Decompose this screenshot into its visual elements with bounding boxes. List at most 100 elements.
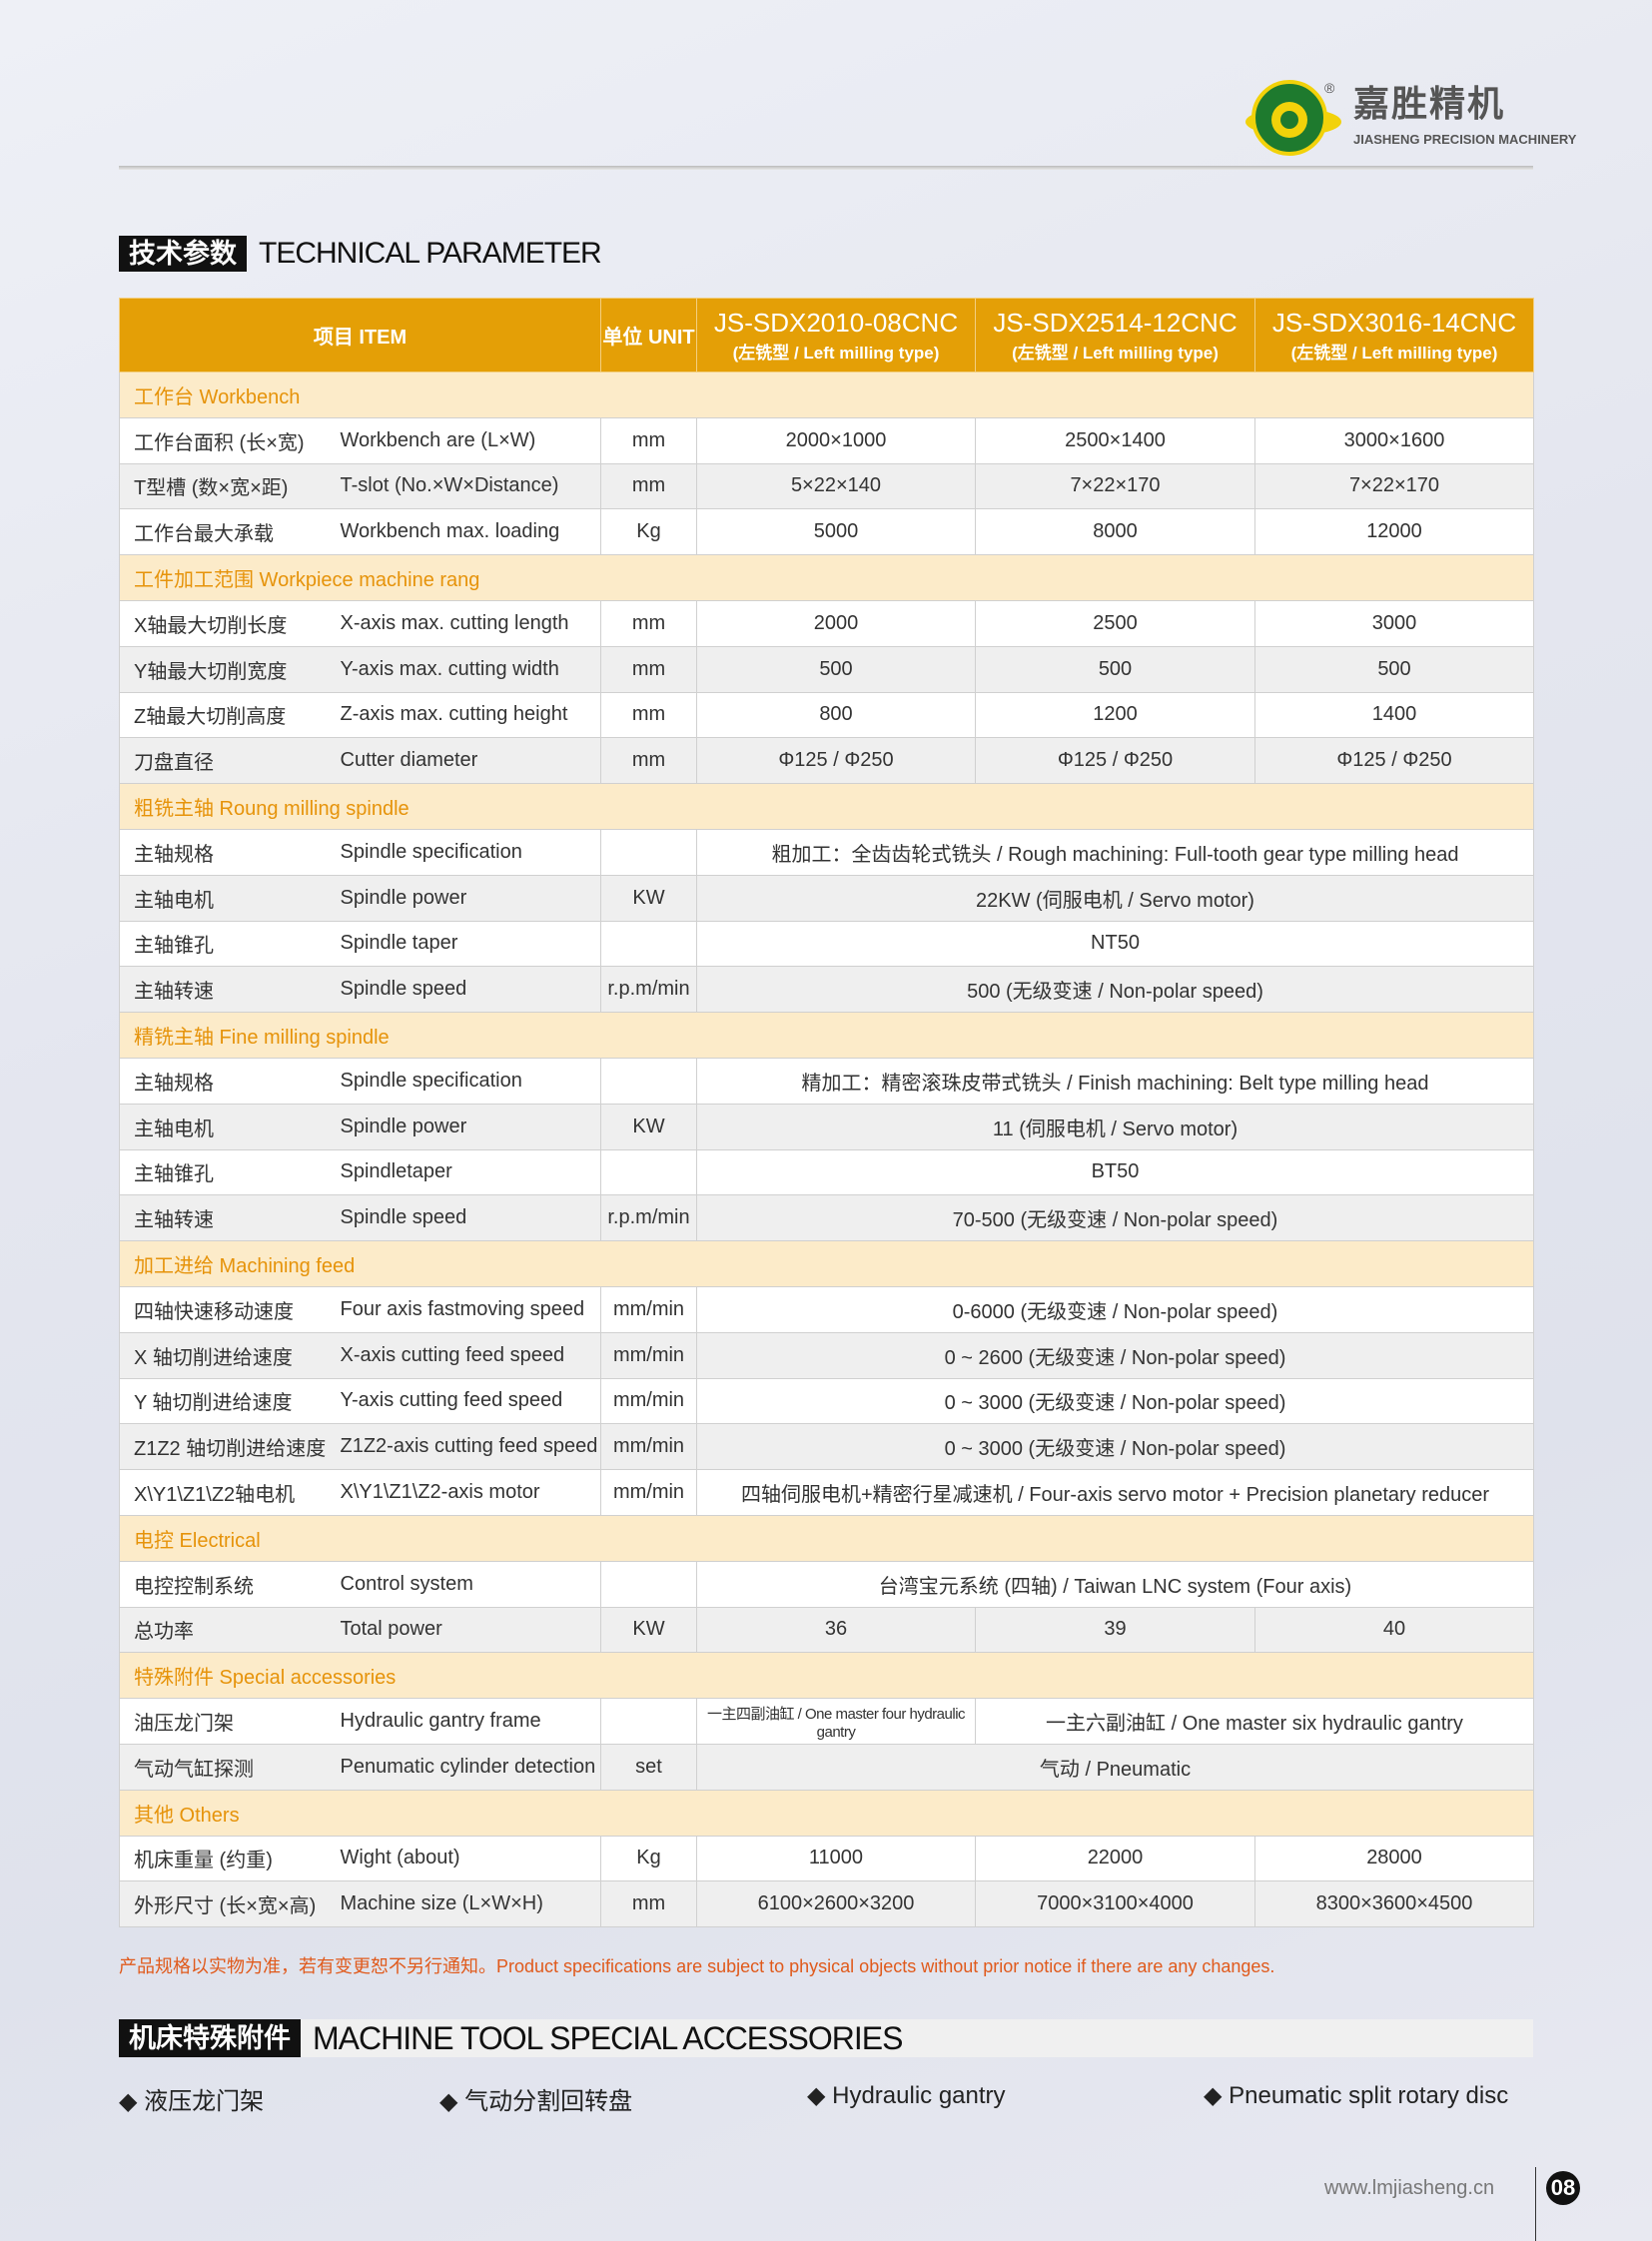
- param-value: 0 ~ 3000 (无级变速 / Non-polar speed): [696, 1423, 1534, 1471]
- param-value: 粗加工：全齿齿轮式铣头 / Rough machining: Full-toot…: [696, 828, 1534, 876]
- param-name-en: Y-axis cutting feed speed: [340, 1377, 601, 1425]
- website-url[interactable]: www.lmjiasheng.cn: [1324, 2177, 1495, 2199]
- param-unit: KW: [600, 874, 697, 922]
- param-value: 2000×1000: [696, 416, 976, 464]
- param-unit: Kg: [600, 1835, 697, 1882]
- table-row: 四轴快速移动速度 Four axis fastmoving speed mm/min…: [119, 1285, 1534, 1333]
- header-divider: [119, 166, 1533, 170]
- table-row: 主轴电机 Spindle power KW 22KW (伺服电机 / Servo mo…: [119, 874, 1534, 922]
- param-name-en: Spindle speed: [340, 1194, 601, 1242]
- param-name-en: Control system: [340, 1560, 601, 1608]
- accessory-item: ◆ Hydraulic gantry: [807, 2082, 1006, 2109]
- param-name-cn: T型槽 (数×宽×距): [119, 462, 341, 510]
- param-value: 1400: [1254, 691, 1534, 739]
- param-value: 800: [696, 691, 976, 739]
- param-value: 一主四副油缸 / One master four hydraulic gantr…: [696, 1698, 976, 1745]
- param-unit: set: [600, 1743, 697, 1791]
- section-row: 特殊附件 Special accessories: [119, 1652, 1534, 1700]
- param-name-cn: X\Y1\Z1\Z2轴电机: [119, 1469, 341, 1516]
- param-value: 5×22×140: [696, 462, 976, 510]
- spec-table: 项目 ITEM 单位 UNIT JS-SDX2010-08CNC (左铣型 / L…: [119, 298, 1534, 1928]
- param-value: 12000: [1254, 508, 1534, 556]
- param-value: 3000×1600: [1254, 416, 1534, 464]
- table-row: Z轴最大切削高度 Z-axis max. cutting height mm 800 1…: [119, 691, 1534, 739]
- section-row: 工件加工范围 Workpiece machine rang: [119, 554, 1534, 601]
- param-name-en: X-axis max. cutting length: [340, 599, 601, 647]
- header-unit: 单位 UNIT: [600, 298, 697, 373]
- table-row: 主轴锥孔 Spindle taper NT50: [119, 920, 1534, 968]
- param-value: 28000: [1254, 1835, 1534, 1882]
- section-label: 电控 Electrical: [119, 1514, 1534, 1562]
- param-name-cn: 主轴规格: [119, 1057, 341, 1105]
- table-row: 主轴电机 Spindle power KW 11 (伺服电机 / Servo moto…: [119, 1103, 1534, 1150]
- table-row: 工作台面积 (长×宽) Workbench are (L×W) mm 2000×100…: [119, 416, 1534, 464]
- param-name-en: Total power: [340, 1606, 601, 1654]
- param-value: 8300×3600×4500: [1254, 1880, 1534, 1928]
- param-unit: r.p.m/min: [600, 1194, 697, 1242]
- param-value: 精加工：精密滚珠皮带式铣头 / Finish machining: Belt t…: [696, 1057, 1534, 1105]
- accessory-item: ◆ Pneumatic split rotary disc: [1204, 2082, 1509, 2109]
- table-row: 主轴转速 Spindle speed r.p.m/min 70-500 (无级变速 /…: [119, 1194, 1534, 1242]
- param-unit: r.p.m/min: [600, 966, 697, 1014]
- table-row: X 轴切削进给速度 X-axis cutting feed speed mm/min…: [119, 1331, 1534, 1379]
- param-value: 22000: [975, 1835, 1255, 1882]
- param-name-en: X\Y1\Z1\Z2-axis motor: [340, 1469, 601, 1516]
- param-unit: mm: [600, 737, 697, 785]
- param-value: 7000×3100×4000: [975, 1880, 1255, 1928]
- param-unit: mm/min: [600, 1469, 697, 1516]
- param-value: 2000: [696, 599, 976, 647]
- param-value: 11000: [696, 1835, 976, 1882]
- table-row: 总功率 Total power KW 36 39 40: [119, 1606, 1534, 1654]
- section-label: 工作台 Workbench: [119, 372, 1534, 418]
- param-name-cn: 主轴转速: [119, 1194, 341, 1242]
- param-name-en: Penumatic cylinder detection: [340, 1743, 601, 1791]
- param-value: 台湾宝元系统 (四轴) / Taiwan LNC system (Four ax…: [696, 1560, 1534, 1608]
- diamond-bullet-icon: ◆: [807, 2082, 833, 2109]
- param-name-en: Workbench are (L×W): [340, 416, 601, 464]
- table-row: 主轴转速 Spindle speed r.p.m/min 500 (无级变速 / No…: [119, 966, 1534, 1014]
- table-row: 工作台最大承载 Workbench max. loading Kg 5000 8000 1…: [119, 508, 1534, 556]
- table-row: 主轴锥孔 Spindletaper BT50: [119, 1148, 1534, 1196]
- param-value: 500: [1254, 645, 1534, 693]
- param-value: 0-6000 (无级变速 / Non-polar speed): [696, 1285, 1534, 1333]
- disclaimer-note: 产品规格以实物为准，若有变更恕不另行通知。Product specificati…: [119, 1956, 1275, 1976]
- param-value: BT50: [696, 1148, 1534, 1196]
- section-label: 工件加工范围 Workpiece machine rang: [119, 554, 1534, 601]
- brand-name-cn: 嘉胜精机: [1353, 83, 1506, 124]
- param-value: 39: [975, 1606, 1255, 1654]
- param-value: 6100×2600×3200: [696, 1880, 976, 1928]
- param-value: 70-500 (无级变速 / Non-polar speed): [696, 1194, 1534, 1242]
- param-name-cn: 气动气缸探测: [119, 1743, 341, 1791]
- param-value: 2500×1400: [975, 416, 1255, 464]
- section-label: 其他 Others: [119, 1789, 1534, 1837]
- table-row: 外形尺寸 (长×宽×高) Machine size (L×W×H) mm 6100×2…: [119, 1880, 1534, 1928]
- header-model: JS-SDX3016-14CNC (左铣型 / Left milling type…: [1254, 298, 1534, 373]
- diamond-bullet-icon: ◆: [1204, 2082, 1230, 2109]
- param-value: 11 (伺服电机 / Servo motor): [696, 1103, 1534, 1150]
- param-value: 500: [696, 645, 976, 693]
- param-name-cn: 主轴规格: [119, 828, 341, 876]
- param-name-cn: X轴最大切削长度: [119, 599, 341, 647]
- table-row: X轴最大切削长度 X-axis max. cutting length mm 2000…: [119, 599, 1534, 647]
- table-row: 油压龙门架 Hydraulic gantry frame 一主四副油缸 / One …: [119, 1698, 1534, 1745]
- param-name-cn: X 轴切削进给速度: [119, 1331, 341, 1379]
- section-title: 技术参数 TECHNICAL PARAMETER: [119, 236, 602, 272]
- accessory-item: ◆ 气动分割回转盘: [439, 2088, 633, 2115]
- param-unit: mm/min: [600, 1331, 697, 1379]
- param-name-cn: 主轴锥孔: [119, 1148, 341, 1196]
- param-name-cn: 刀盘直径: [119, 737, 341, 785]
- param-name-cn: 主轴锥孔: [119, 920, 341, 968]
- section-row: 加工进给 Machining feed: [119, 1240, 1534, 1287]
- param-name-cn: 主轴转速: [119, 966, 341, 1014]
- param-name-en: Z-axis max. cutting height: [340, 691, 601, 739]
- param-value: NT50: [696, 920, 1534, 968]
- param-unit: mm: [600, 462, 697, 510]
- accessories-title: 机床特殊附件 MACHINE TOOL SPECIAL ACCESSORIES: [119, 2019, 1533, 2057]
- param-unit: Kg: [600, 508, 697, 556]
- param-unit: mm: [600, 416, 697, 464]
- param-name-cn: 电控控制系统: [119, 1560, 341, 1608]
- param-value: 7×22×170: [1254, 462, 1534, 510]
- param-value: 8000: [975, 508, 1255, 556]
- header-model: JS-SDX2514-12CNC (左铣型 / Left milling type…: [975, 298, 1255, 373]
- param-name-en: Hydraulic gantry frame: [340, 1698, 601, 1745]
